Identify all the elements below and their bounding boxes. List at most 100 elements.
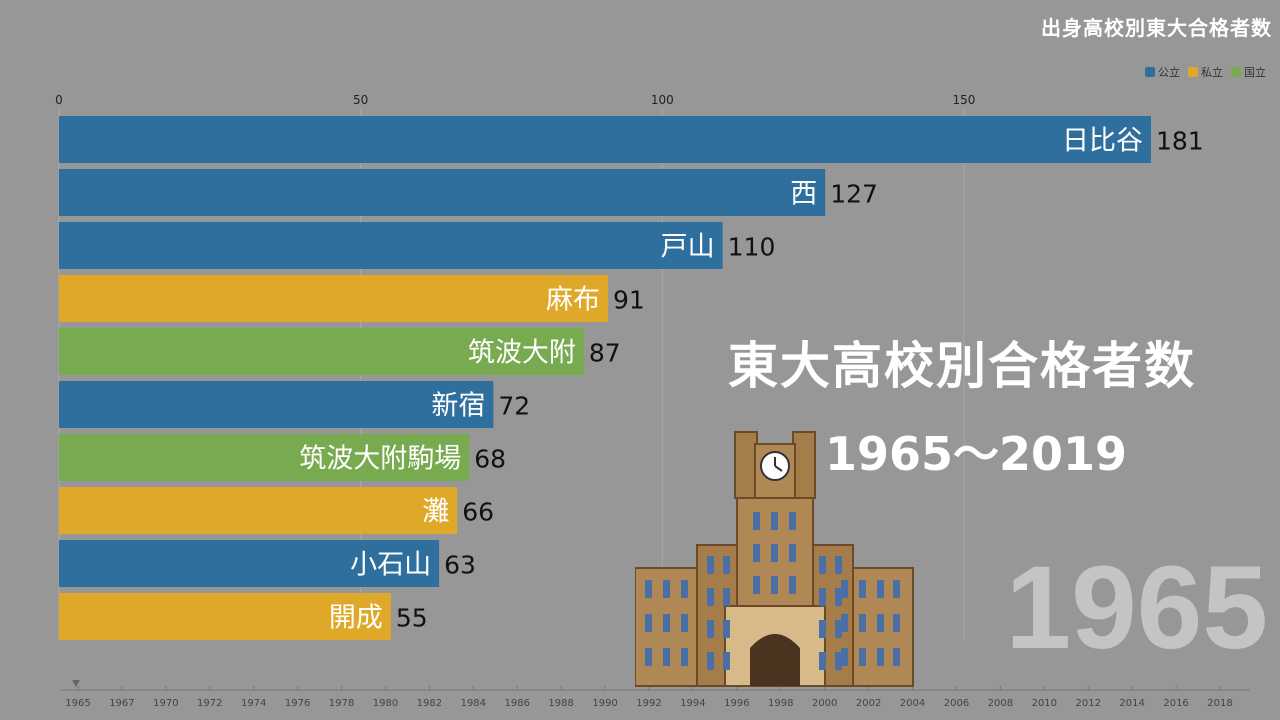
window: [789, 576, 796, 594]
bar-value-label: 127: [830, 180, 878, 209]
timeline-year-label: 2000: [812, 698, 837, 709]
window: [681, 580, 688, 598]
window: [663, 580, 670, 598]
legend-item: 国立: [1231, 64, 1266, 80]
window: [723, 620, 730, 638]
timeline-year-label: 1972: [197, 698, 222, 709]
bar: [59, 116, 1151, 163]
window: [753, 512, 760, 530]
bar: [59, 381, 494, 428]
timeline-year-label: 1978: [329, 698, 354, 709]
bar: [59, 540, 440, 587]
legend-label: 国立: [1244, 66, 1266, 79]
legend-item: 私立: [1188, 64, 1223, 80]
window: [789, 544, 796, 562]
year-display: 1965: [1005, 542, 1268, 674]
timeline-year-label: 1988: [548, 698, 573, 709]
window: [707, 620, 714, 638]
window: [859, 648, 866, 666]
window: [707, 588, 714, 606]
x-tick-label: 0: [55, 93, 63, 107]
timeline-year-label: 1994: [680, 698, 705, 709]
bar-value-label: 91: [613, 286, 645, 315]
timeline-year-label: 2006: [944, 698, 969, 709]
timeline-marker-icon: [72, 680, 80, 687]
window: [707, 652, 714, 670]
window: [645, 580, 652, 598]
bar-value-label: 87: [589, 339, 621, 368]
legend-swatch: [1145, 67, 1155, 77]
window: [753, 576, 760, 594]
window: [819, 620, 826, 638]
bar-category-label: 灘: [422, 497, 449, 528]
legend: 公立 私立 国立: [1145, 64, 1266, 80]
window: [819, 652, 826, 670]
window: [835, 652, 842, 670]
window: [835, 556, 842, 574]
bar: [59, 169, 826, 216]
bar: [59, 275, 609, 322]
window: [771, 576, 778, 594]
window: [771, 544, 778, 562]
window: [877, 614, 884, 632]
window: [663, 648, 670, 666]
window: [645, 614, 652, 632]
bar: [59, 487, 458, 534]
window: [753, 544, 760, 562]
overlay-subtitle: 1965～2019: [825, 427, 1128, 481]
bar-value-label: 72: [498, 392, 530, 421]
window: [859, 580, 866, 598]
bar: [59, 434, 470, 481]
bar-category-label: 小石山: [350, 550, 431, 581]
window: [841, 580, 848, 598]
timeline-year-label: 2018: [1207, 698, 1232, 709]
timeline-year-label: 1965: [65, 698, 90, 709]
timeline-year-label: 1996: [724, 698, 749, 709]
window: [819, 588, 826, 606]
legend-label: 私立: [1201, 66, 1223, 79]
window: [723, 588, 730, 606]
window: [877, 580, 884, 598]
bar-category-label: 戸山: [661, 232, 715, 263]
window: [893, 648, 900, 666]
chart-title: 出身高校別東大合格者数: [1041, 16, 1272, 40]
timeline-year-label: 2008: [988, 698, 1013, 709]
bar-category-label: 新宿: [431, 391, 485, 422]
x-tick-label: 100: [651, 93, 674, 107]
window: [771, 512, 778, 530]
timeline-year-label: 1998: [768, 698, 793, 709]
timeline-year-label: 2004: [900, 698, 925, 709]
timeline-year-label: 1986: [505, 698, 530, 709]
timeline-year-label: 1982: [417, 698, 442, 709]
bar-value-label: 66: [462, 498, 494, 527]
window: [723, 556, 730, 574]
bar: [59, 222, 723, 269]
university-building-illustration: [635, 431, 914, 687]
window: [893, 580, 900, 598]
window: [707, 556, 714, 574]
bar-value-label: 55: [396, 604, 428, 633]
window: [819, 556, 826, 574]
x-tick-label: 150: [953, 93, 976, 107]
timeline-year-label: 2014: [1119, 698, 1144, 709]
legend-swatch: [1188, 67, 1198, 77]
window: [645, 648, 652, 666]
window: [723, 652, 730, 670]
legend-label: 公立: [1158, 66, 1180, 79]
bar: [59, 593, 391, 640]
window: [681, 648, 688, 666]
timeline-year-label: 2010: [1032, 698, 1057, 709]
bar-category-label: 筑波大附駒場: [299, 444, 461, 475]
bar-value-label: 63: [444, 551, 476, 580]
bar-value-label: 181: [1156, 127, 1204, 156]
timeline-year-label: 1980: [373, 698, 398, 709]
window: [841, 648, 848, 666]
bar-value-label: 68: [474, 445, 506, 474]
timeline-year-label: 2002: [856, 698, 881, 709]
timeline-year-label: 1990: [592, 698, 617, 709]
bar: [59, 328, 584, 375]
window: [877, 648, 884, 666]
timeline-year-label: 2016: [1163, 698, 1188, 709]
timeline-year-label: 1967: [109, 698, 134, 709]
